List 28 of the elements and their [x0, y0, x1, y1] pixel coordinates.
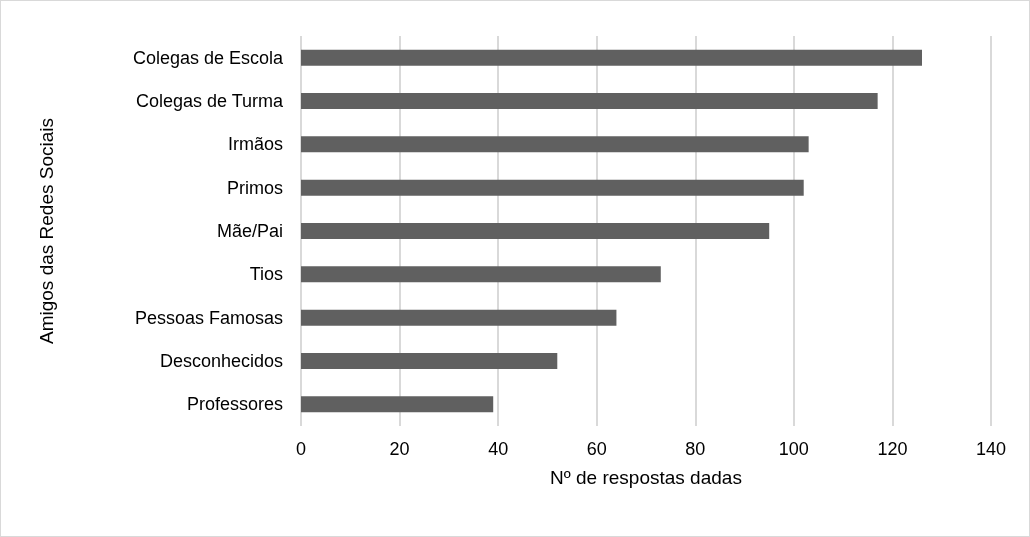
y-axis-title: Amigos das Redes Sociais	[36, 118, 57, 344]
bar	[301, 266, 661, 283]
x-tick-label: 0	[295, 439, 307, 459]
x-tick-label: 60	[586, 439, 607, 459]
bar	[301, 93, 878, 109]
y-tick-label: Colegas de Turma	[135, 91, 284, 111]
x-tick-label: 120	[877, 439, 908, 459]
x-tick-label: 140	[975, 439, 1007, 459]
y-tick-label: Tios	[249, 264, 283, 285]
y-tick-label: Professores	[186, 394, 283, 415]
y-tick-label: Pessoas Famosas	[134, 307, 283, 328]
bar	[301, 223, 770, 239]
y-tick-label: Mãe/Pai	[216, 221, 283, 241]
y-tick-label: Primos	[226, 177, 283, 198]
bar	[301, 49, 922, 66]
bar	[301, 396, 494, 413]
bar	[301, 136, 809, 153]
x-tick-label: 100	[778, 439, 809, 459]
y-tick-label: Irmãos	[227, 134, 283, 155]
x-tick-label: 20	[389, 439, 410, 459]
x-tick-label: 40	[488, 439, 509, 459]
bar	[301, 309, 617, 326]
x-axis-title: Nº de respostas dadas	[550, 467, 742, 488]
bar	[301, 179, 804, 196]
y-tick-label: Desconhecidos	[159, 351, 283, 371]
bar	[301, 353, 558, 369]
y-tick-label: Colegas de Escola	[132, 47, 284, 68]
x-tick-label: 80	[685, 439, 706, 459]
